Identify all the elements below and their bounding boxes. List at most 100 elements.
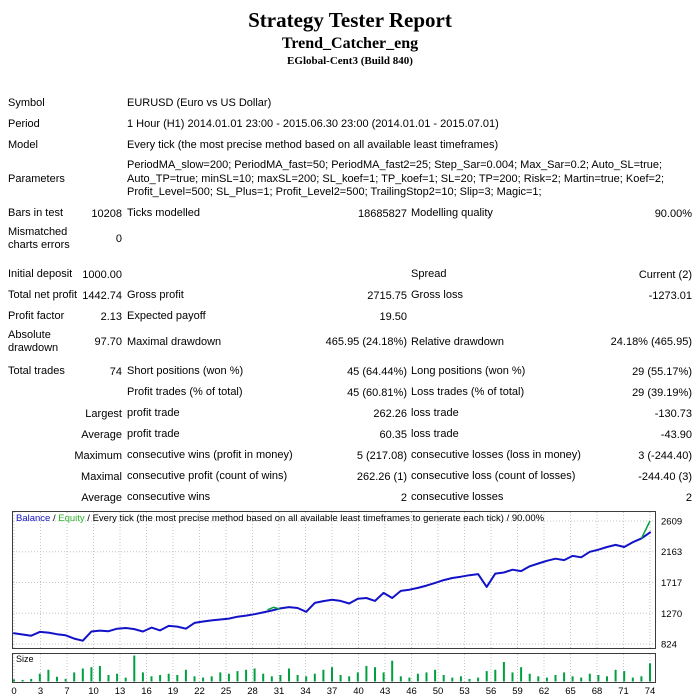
x-axis-tick: 56 (486, 686, 497, 697)
row-value: 74 (109, 365, 122, 378)
row-value: Largest (85, 407, 122, 420)
size-bar (451, 677, 454, 682)
x-axis-tick: 65 (565, 686, 576, 697)
row-label: Bars in test (8, 207, 64, 219)
row-label: Profit trades (% of total) (127, 386, 243, 398)
row-value: 45 (64.44%) (347, 365, 407, 378)
row-label: loss trade (411, 407, 459, 419)
x-axis-tick: 0 (11, 686, 16, 697)
y-axis-tick: 2163 (661, 547, 682, 558)
report-row: Mismatched charts errors 0 (0, 224, 700, 254)
x-axis-tick: 53 (459, 686, 470, 697)
y-axis-tick: 1717 (661, 578, 682, 589)
legend-separator: / (503, 513, 512, 524)
section-gap (0, 254, 700, 264)
row-value: Maximal (81, 470, 122, 483)
row-label: consecutive losses (loss in money) (411, 449, 581, 461)
x-axis-tick: 68 (592, 686, 603, 697)
size-bar (141, 672, 144, 682)
row-label: Modelling quality (411, 207, 493, 219)
size-bar (21, 679, 24, 682)
row-value: 10208 (91, 207, 122, 220)
report-row: Maximum consecutive wins (profit in money… (0, 445, 700, 466)
row-value: 18685827 (358, 207, 407, 220)
size-bar (545, 677, 548, 682)
row-value: 97.70 (94, 336, 122, 348)
size-bar (56, 676, 58, 682)
size-bar (640, 676, 643, 682)
report-row: Parameters PeriodMA_slow=200; PeriodMA_fa… (0, 156, 700, 203)
row-value: 29 (39.19%) (632, 386, 692, 399)
size-bar (81, 668, 84, 682)
row-value: 29 (55.17%) (632, 365, 692, 378)
row-label: Parameters (8, 173, 65, 185)
size-bar (176, 675, 179, 682)
balance-chart: 2609 2163 1717 1270 824 0 3 7 10 13 16 19 22 25 28 31 34… (0, 511, 700, 700)
size-bar (253, 668, 256, 682)
y-axis-tick: 824 (661, 640, 677, 651)
size-bar (356, 672, 359, 682)
row-value-wide: Every tick (the most precise method base… (127, 138, 499, 151)
size-bar (210, 676, 213, 682)
report-row: Bars in test 10208 Ticks modelled 18685827 M… (0, 203, 700, 224)
row-label: Gross profit (127, 289, 184, 301)
x-axis-tick: 34 (300, 686, 311, 697)
size-bar (193, 676, 196, 682)
size-bar (13, 679, 15, 682)
size-bar (331, 667, 333, 682)
row-value: 60.35 (379, 428, 407, 441)
report-title: Strategy Tester Report (248, 8, 452, 32)
size-bar (537, 676, 540, 682)
row-value: 2.13 (100, 310, 122, 323)
size-bar (150, 676, 153, 682)
size-bar (202, 677, 205, 682)
row-label: consecutive wins (profit in money) (127, 449, 293, 461)
size-bar (571, 676, 574, 682)
x-axis-tick: 10 (88, 686, 99, 697)
size-bar (588, 673, 591, 682)
report-table: Symbol EURUSD (Euro vs US Dollar) Period 1 … (0, 93, 700, 508)
x-axis-tick: 16 (141, 686, 152, 697)
row-label: loss trade (411, 428, 459, 440)
legend-equity-label: Equity (58, 513, 85, 524)
row-label: Short positions (won %) (127, 365, 244, 377)
row-label: Gross loss (411, 289, 463, 301)
size-bar (288, 668, 290, 682)
size-bar (322, 669, 325, 682)
x-axis-tick: 7 (64, 686, 69, 697)
x-axis-tick: 25 (221, 686, 232, 697)
row-value: -130.73 (654, 407, 692, 420)
row-label: profit trade (127, 428, 180, 440)
size-bar (580, 677, 583, 682)
size-bar (245, 669, 248, 682)
row-label: Symbol (8, 97, 45, 109)
size-bar (73, 672, 76, 682)
size-bar (606, 676, 608, 682)
report-row: Symbol EURUSD (Euro vs US Dollar) (0, 93, 700, 114)
x-axis-tick: 50 (433, 686, 444, 697)
row-label: Ticks modelled (127, 207, 200, 219)
report-row: Initial deposit 1000.00 Spread Current (2) (0, 264, 700, 285)
size-bar (485, 671, 488, 682)
row-value: 465.95 (24.18%) (325, 336, 407, 348)
report-row: Model Every tick (the most precise method… (0, 135, 700, 156)
x-axis-tick: 31 (274, 686, 285, 697)
size-bar (38, 673, 41, 682)
x-axis-tick: 19 (168, 686, 179, 697)
size-bar (614, 669, 617, 682)
legend-method-text: Every tick (the most precise method base… (92, 513, 504, 524)
row-label: consecutive losses (411, 491, 504, 503)
size-bar (279, 675, 282, 682)
size-bar (502, 662, 505, 682)
size-bar (167, 673, 170, 682)
legend-separator: / (84, 513, 93, 524)
size-bar (313, 673, 316, 682)
size-bar (47, 669, 50, 682)
report-row: Total trades 74 Short positions (won %) 45 … (0, 361, 700, 382)
x-axis-tick: 3 (38, 686, 43, 697)
balance-line (13, 531, 651, 642)
size-bar (631, 677, 634, 682)
row-value-wide: 1 Hour (H1) 2014.01.01 23:00 - 2015.06.3… (127, 117, 499, 130)
row-value: 1442.74 (82, 289, 122, 302)
row-label: consecutive wins (127, 491, 211, 503)
